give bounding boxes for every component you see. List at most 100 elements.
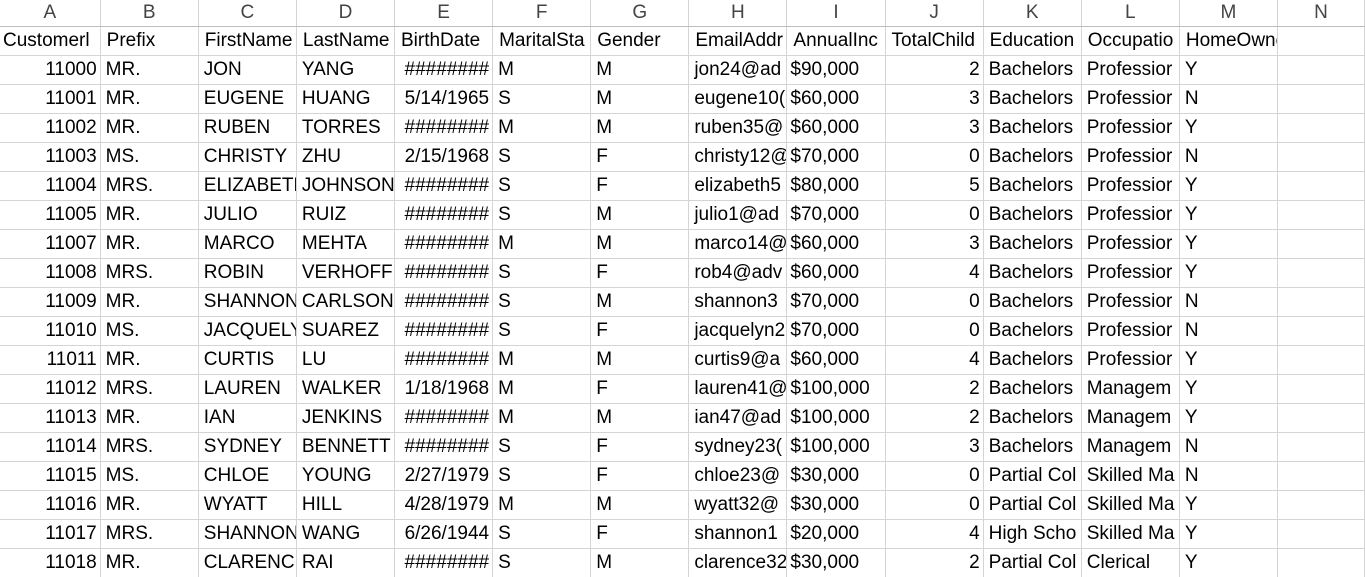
cell[interactable]: M xyxy=(492,55,592,85)
cell[interactable]: TORRES xyxy=(296,113,395,143)
cell[interactable]: N xyxy=(1179,142,1278,172)
cell[interactable]: $80,000 xyxy=(786,171,886,201)
header-cell[interactable]: Gender xyxy=(590,26,690,56)
cell[interactable]: ######## xyxy=(394,548,494,577)
cell[interactable]: MR. xyxy=(100,55,199,85)
cell[interactable]: Bachelors xyxy=(983,287,1082,317)
cell[interactable]: Bachelors xyxy=(983,316,1082,346)
cell[interactable]: M xyxy=(492,345,592,375)
cell[interactable]: MR. xyxy=(100,200,199,230)
cell[interactable]: LAUREN xyxy=(198,374,297,404)
cell[interactable]: MRS. xyxy=(100,258,199,288)
cell[interactable]: Y xyxy=(1179,258,1278,288)
cell[interactable]: $60,000 xyxy=(786,113,886,143)
cell[interactable]: RUIZ xyxy=(296,200,395,230)
cell[interactable]: jon24@ad xyxy=(688,55,788,85)
cell[interactable]: $70,000 xyxy=(786,142,886,172)
cell[interactable]: $20,000 xyxy=(786,519,886,549)
header-cell[interactable] xyxy=(1277,26,1365,56)
column-header-d[interactable]: D xyxy=(296,0,395,27)
cell[interactable]: ELIZABETH xyxy=(198,171,297,201)
cell[interactable]: Y xyxy=(1179,345,1278,375)
cell[interactable]: elizabeth5 xyxy=(688,171,788,201)
column-header-l[interactable]: L xyxy=(1081,0,1180,27)
cell[interactable]: F xyxy=(590,142,690,172)
cell[interactable] xyxy=(1277,287,1365,317)
header-cell[interactable]: TotalChild xyxy=(885,26,984,56)
cell[interactable]: Partial Col xyxy=(983,548,1082,577)
header-cell[interactable]: FirstName xyxy=(198,26,297,56)
cell[interactable]: ROBIN xyxy=(198,258,297,288)
cell[interactable]: MR. xyxy=(100,403,199,433)
cell[interactable]: Partial Col xyxy=(983,461,1082,491)
cell[interactable]: 0 xyxy=(885,142,984,172)
cell[interactable]: 2 xyxy=(885,548,984,577)
cell[interactable]: S xyxy=(492,142,592,172)
cell[interactable]: M xyxy=(590,200,690,230)
cell[interactable] xyxy=(1277,548,1365,577)
cell[interactable]: sydney23( xyxy=(688,432,788,462)
cell[interactable]: marco14@ xyxy=(688,229,788,259)
cell[interactable]: Y xyxy=(1179,548,1278,577)
cell[interactable]: 11000 xyxy=(0,55,101,85)
cell[interactable]: 0 xyxy=(885,316,984,346)
cell[interactable]: SYDNEY xyxy=(198,432,297,462)
cell[interactable]: ######## xyxy=(394,287,494,317)
cell[interactable]: CLARENCE xyxy=(198,548,297,577)
cell[interactable]: 11004 xyxy=(0,171,101,201)
cell[interactable]: M xyxy=(590,548,690,577)
cell[interactable]: 4 xyxy=(885,519,984,549)
cell[interactable]: ######## xyxy=(394,229,494,259)
cell[interactable]: F xyxy=(590,316,690,346)
column-header-k[interactable]: K xyxy=(983,0,1082,27)
cell[interactable]: jacquelyn2 xyxy=(688,316,788,346)
cell[interactable] xyxy=(1277,142,1365,172)
cell[interactable]: Bachelors xyxy=(983,200,1082,230)
cell[interactable]: S xyxy=(492,258,592,288)
cell[interactable]: MRS. xyxy=(100,171,199,201)
cell[interactable]: 11012 xyxy=(0,374,101,404)
cell[interactable]: M xyxy=(590,84,690,114)
cell[interactable]: Y xyxy=(1179,374,1278,404)
cell[interactable]: Professior xyxy=(1081,345,1180,375)
cell[interactable]: Y xyxy=(1179,113,1278,143)
cell[interactable]: Bachelors xyxy=(983,142,1082,172)
cell[interactable]: wyatt32@ xyxy=(688,490,788,520)
cell[interactable]: S xyxy=(492,432,592,462)
cell[interactable]: M xyxy=(492,374,592,404)
cell[interactable]: 5/14/1965 xyxy=(394,84,494,114)
cell[interactable]: HUANG xyxy=(296,84,395,114)
cell[interactable]: ZHU xyxy=(296,142,395,172)
cell[interactable]: 4 xyxy=(885,345,984,375)
cell[interactable]: Professior xyxy=(1081,142,1180,172)
cell[interactable]: 2 xyxy=(885,374,984,404)
column-header-j[interactable]: J xyxy=(885,0,984,27)
cell[interactable]: 1/18/1968 xyxy=(394,374,494,404)
cell[interactable]: eugene10( xyxy=(688,84,788,114)
cell[interactable]: ######## xyxy=(394,258,494,288)
cell[interactable]: ######## xyxy=(394,345,494,375)
cell[interactable]: Bachelors xyxy=(983,374,1082,404)
cell[interactable]: chloe23@ xyxy=(688,461,788,491)
cell[interactable]: ######## xyxy=(394,432,494,462)
cell[interactable]: M xyxy=(590,229,690,259)
cell[interactable]: 2/15/1968 xyxy=(394,142,494,172)
cell[interactable]: Professior xyxy=(1081,113,1180,143)
cell[interactable]: 11003 xyxy=(0,142,101,172)
header-cell[interactable]: Education xyxy=(983,26,1082,56)
cell[interactable]: CHRISTY xyxy=(198,142,297,172)
cell[interactable]: Managem xyxy=(1081,432,1180,462)
cell[interactable]: Bachelors xyxy=(983,113,1082,143)
cell[interactable]: Bachelors xyxy=(983,84,1082,114)
cell[interactable]: ######## xyxy=(394,316,494,346)
cell[interactable]: MARCO xyxy=(198,229,297,259)
cell[interactable]: M xyxy=(590,287,690,317)
cell[interactable]: WANG xyxy=(296,519,395,549)
cell[interactable]: curtis9@a xyxy=(688,345,788,375)
cell[interactable]: Professior xyxy=(1081,55,1180,85)
cell[interactable]: MR. xyxy=(100,345,199,375)
cell[interactable]: Bachelors xyxy=(983,229,1082,259)
cell[interactable]: S xyxy=(492,171,592,201)
cell[interactable]: CARLSON xyxy=(296,287,395,317)
cell[interactable] xyxy=(1277,403,1365,433)
